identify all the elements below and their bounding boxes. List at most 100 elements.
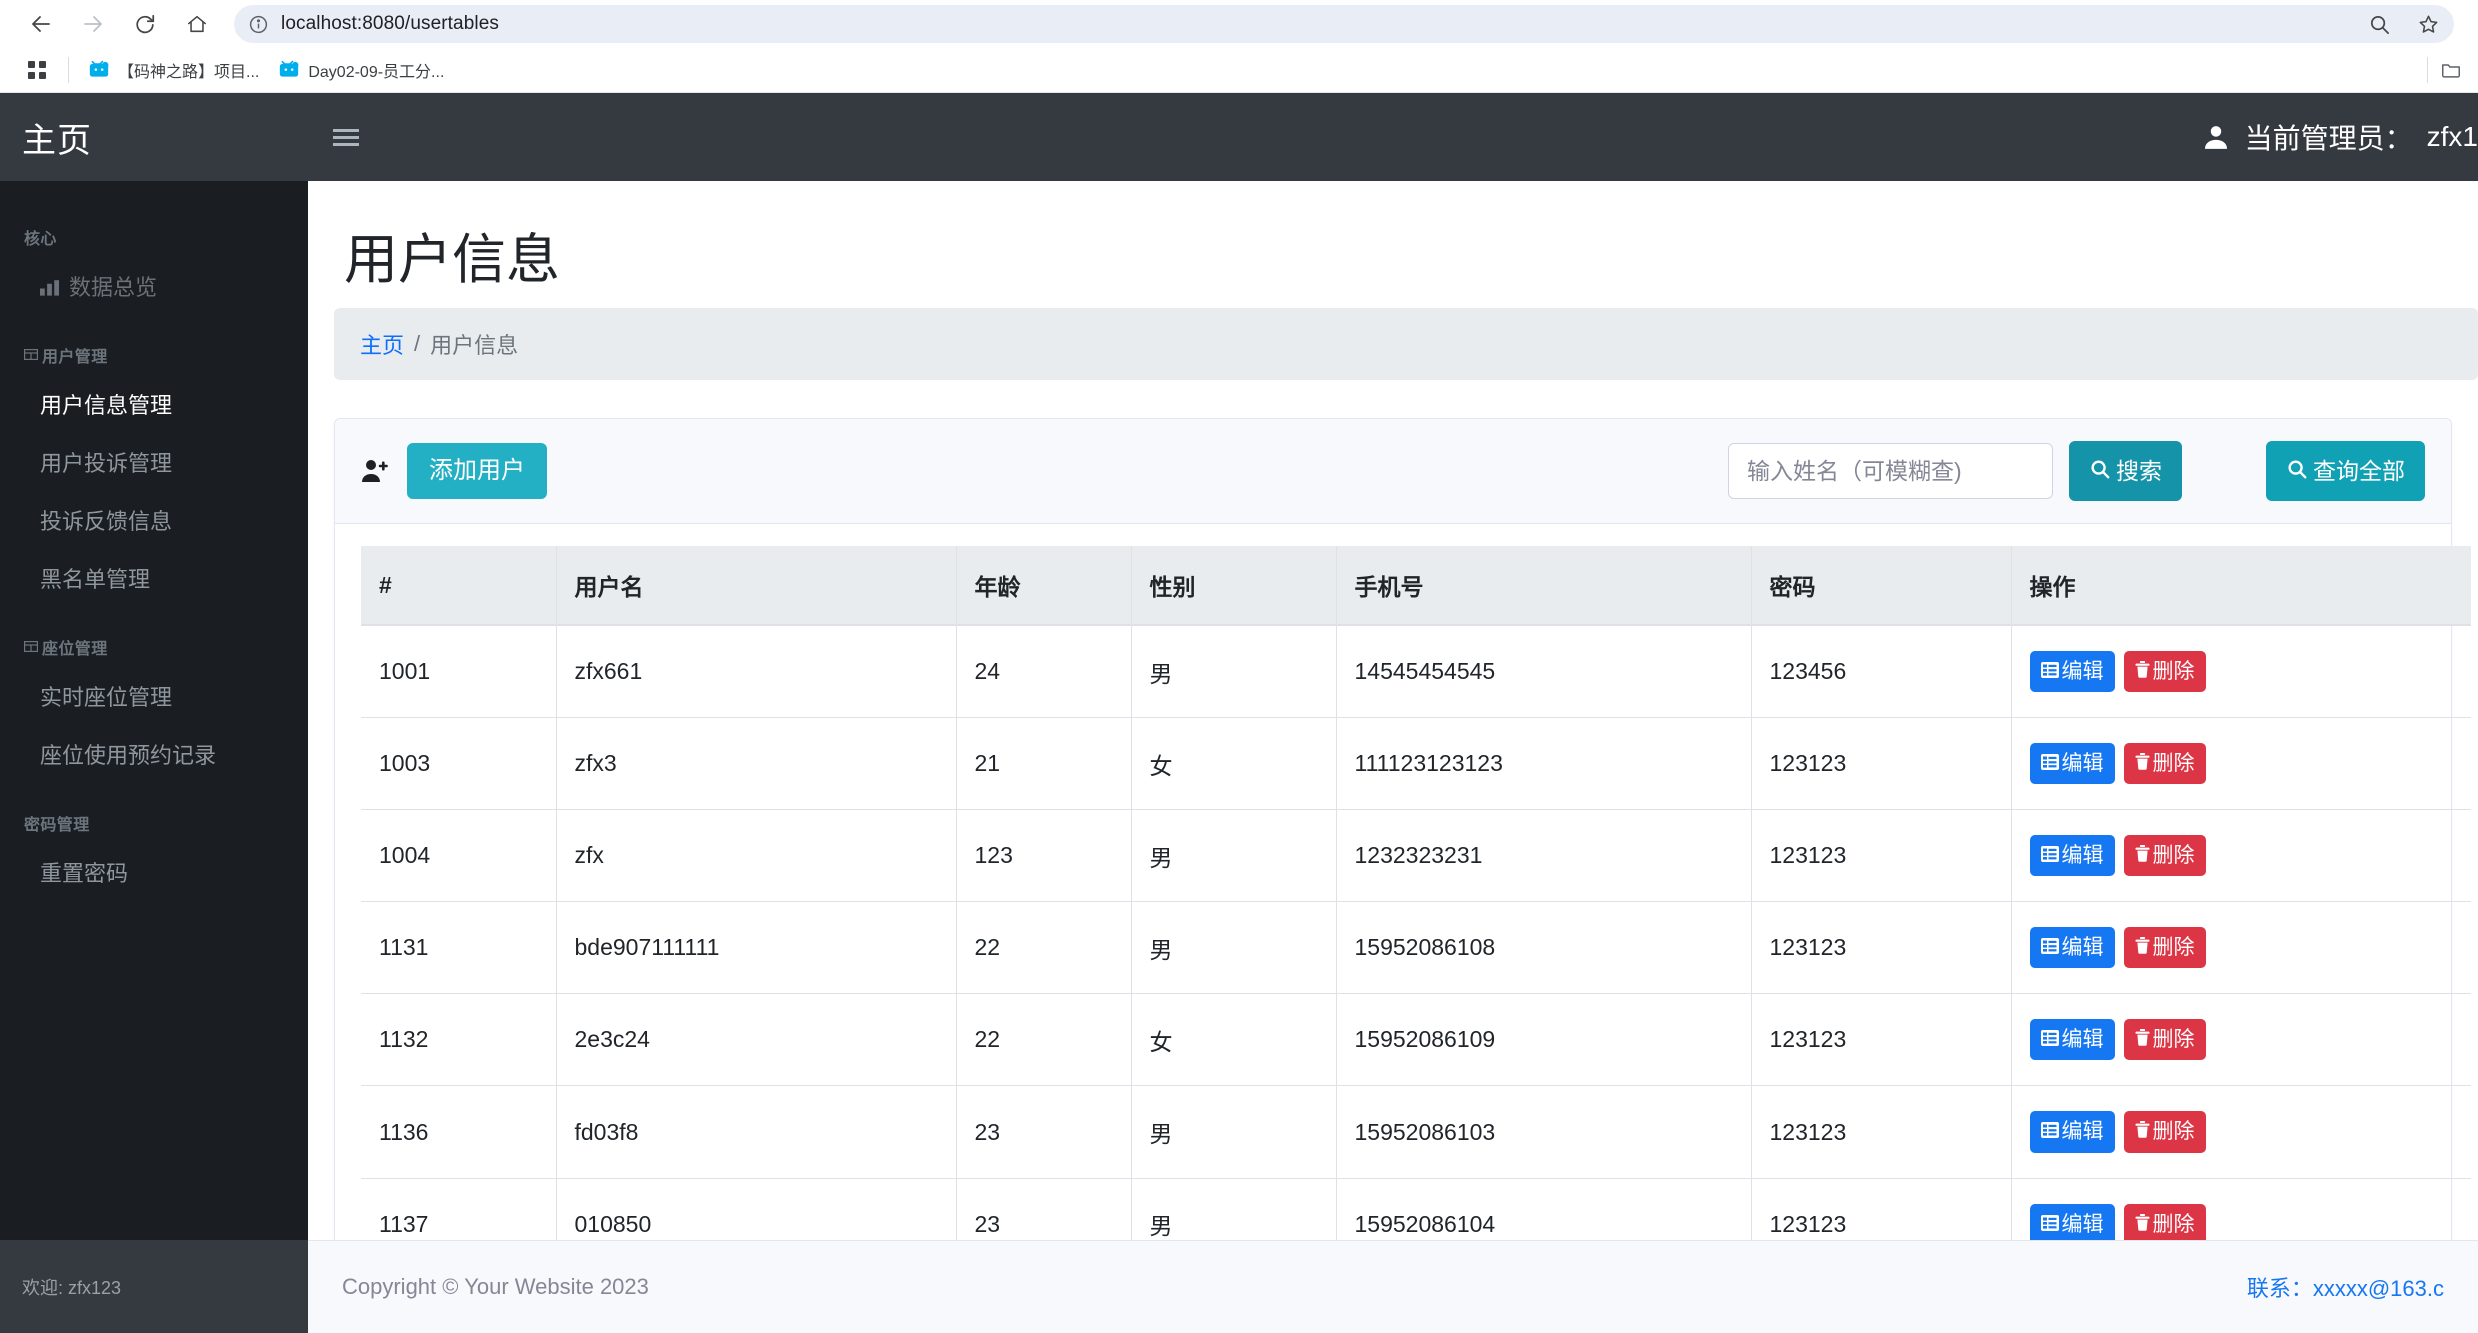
- cell-gender: 女: [1131, 993, 1337, 1087]
- cell-actions: 编辑 删除: [2011, 809, 2471, 903]
- sidebar-item-complaint-feedback[interactable]: 投诉反馈信息: [0, 493, 308, 551]
- sidebar-item-seat-reservation-records[interactable]: 座位使用预约记录: [0, 727, 308, 785]
- edit-button[interactable]: 编辑: [2029, 835, 2115, 877]
- delete-button[interactable]: 删除: [2123, 651, 2206, 693]
- sidebar-item-label: 座位使用预约记录: [40, 743, 217, 768]
- trash-icon: [2135, 1213, 2150, 1236]
- list-edit-icon: [2040, 1028, 2059, 1051]
- edit-button[interactable]: 编辑: [2029, 1203, 2115, 1240]
- bookmark-item-0[interactable]: 【码神之路】项目...: [79, 53, 269, 87]
- sidebar-item-blacklist-management[interactable]: 黑名单管理: [0, 551, 308, 609]
- delete-button[interactable]: 删除: [2123, 1019, 2206, 1061]
- col-header-phone: 手机号: [1336, 546, 1752, 626]
- col-header-password: 密码: [1751, 546, 2012, 626]
- forward-arrow-icon[interactable]: [70, 1, 116, 47]
- hamburger-menu-icon[interactable]: [308, 125, 384, 150]
- search-icon: [2286, 458, 2308, 484]
- table-row: 1136 fd03f8 23 男 15952086103 123123 编辑 删除: [361, 1085, 2471, 1179]
- breadcrumb-current: 用户信息: [430, 333, 519, 358]
- cell-gender: 男: [1131, 625, 1337, 719]
- cell-id: 1131: [361, 901, 557, 995]
- edit-button[interactable]: 编辑: [2029, 743, 2115, 785]
- trash-icon: [2135, 1028, 2150, 1051]
- cell-gender: 男: [1131, 1085, 1337, 1179]
- list-edit-icon: [2040, 752, 2059, 775]
- add-user-button[interactable]: 添加用户: [407, 443, 547, 499]
- delete-button[interactable]: 删除: [2123, 927, 2206, 969]
- bookmark-folder-icon[interactable]: [2440, 59, 2462, 81]
- cell-phone: 15952086104: [1336, 1178, 1752, 1240]
- sidebar-item-reset-password[interactable]: 重置密码: [0, 845, 308, 903]
- bookmark-item-1[interactable]: Day02-09-员工分...: [269, 53, 454, 87]
- reload-icon[interactable]: [122, 1, 168, 47]
- sidebar-item-label: 投诉反馈信息: [40, 509, 173, 534]
- col-header-age: 年龄: [956, 546, 1132, 626]
- current-admin-name: zfx1: [2426, 121, 2478, 152]
- delete-button[interactable]: 删除: [2123, 1203, 2206, 1240]
- table-header-row: # 用户名 年龄 性别 手机号 密码 操作: [361, 546, 2471, 626]
- apps-grid-icon[interactable]: [16, 60, 58, 80]
- edit-button[interactable]: 编辑: [2029, 1111, 2115, 1153]
- search-input[interactable]: [1728, 443, 2053, 499]
- search-all-button[interactable]: 查询全部: [2266, 441, 2425, 501]
- url-text: localhost:8080/usertables: [281, 13, 499, 34]
- search-icon: [2089, 458, 2111, 484]
- current-admin-label: 当前管理员：: [2244, 123, 2413, 154]
- delete-button[interactable]: 删除: [2123, 835, 2206, 877]
- cell-username: bde907111111: [556, 901, 957, 995]
- footer-contact-link[interactable]: 联系：xxxxx@163.c: [2246, 1276, 2444, 1301]
- list-edit-icon: [2040, 1120, 2059, 1143]
- main-column: 当前管理员： zfx1 用户信息 主页 / 用户信息 添加用户: [308, 93, 2478, 1333]
- edit-button[interactable]: 编辑: [2029, 927, 2115, 969]
- cell-age: 123: [956, 809, 1132, 903]
- edit-button[interactable]: 编辑: [2029, 1019, 2115, 1061]
- breadcrumb-home-link[interactable]: 主页: [360, 333, 405, 358]
- nav-heading-label: 核心: [24, 231, 57, 248]
- cell-username: fd03f8: [556, 1085, 957, 1179]
- bookmark-star-icon[interactable]: [2417, 13, 2440, 36]
- breadcrumb: 主页 / 用户信息: [334, 308, 2478, 380]
- bilibili-icon: [89, 60, 109, 77]
- table-row: 1003 zfx3 21 女 111123123123 123123 编辑 删除: [361, 717, 2471, 811]
- sidebar-brand-area[interactable]: 主页: [0, 93, 308, 181]
- sidebar-brand-label: 主页: [22, 121, 92, 160]
- edit-button[interactable]: 编辑: [2029, 651, 2115, 693]
- cell-id: 1001: [361, 625, 557, 719]
- cell-id: 1004: [361, 809, 557, 903]
- cell-age: 21: [956, 717, 1132, 811]
- delete-button-label: 删除: [2152, 1212, 2195, 1236]
- footer-copyright: Copyright © Your Website 2023: [342, 1274, 649, 1299]
- cell-actions: 编辑 删除: [2011, 1178, 2471, 1240]
- site-info-icon[interactable]: [248, 14, 269, 35]
- trash-icon: [2135, 844, 2150, 867]
- table-toolbar: 添加用户 搜索 查询全部: [335, 419, 2451, 524]
- cell-gender: 男: [1131, 809, 1337, 903]
- edit-button-label: 编辑: [2061, 660, 2104, 683]
- cell-actions: 编辑 删除: [2011, 717, 2471, 811]
- search-button[interactable]: 搜索: [2069, 441, 2182, 501]
- cell-phone: 111123123123: [1336, 717, 1752, 811]
- home-icon[interactable]: [174, 1, 220, 47]
- delete-button[interactable]: 删除: [2123, 1111, 2206, 1153]
- sidebar-item-realtime-seat-management[interactable]: 实时座位管理: [0, 669, 308, 727]
- delete-button[interactable]: 删除: [2123, 743, 2206, 785]
- breadcrumb-separator: /: [414, 331, 421, 356]
- nav-heading-label: 密码管理: [24, 817, 90, 834]
- list-edit-icon: [2040, 844, 2059, 867]
- back-arrow-icon[interactable]: [18, 1, 64, 47]
- sidebar-item-user-complaint-management[interactable]: 用户投诉管理: [0, 435, 308, 493]
- cell-actions: 编辑 删除: [2011, 1085, 2471, 1179]
- table-icon: [24, 639, 39, 656]
- zoom-icon[interactable]: [2368, 13, 2391, 36]
- table-body-area: # 用户名 年龄 性别 手机号 密码 操作 1001 zfx661 24 男 14545…: [335, 524, 2471, 1240]
- current-admin-area[interactable]: 当前管理员： zfx1: [2201, 93, 2478, 181]
- browser-chrome: localhost:8080/usertables 【码神之路】项目... Da…: [0, 0, 2478, 93]
- address-bar[interactable]: localhost:8080/usertables: [234, 5, 2454, 43]
- sidebar-item-user-info-management[interactable]: 用户信息管理: [0, 377, 308, 435]
- bookmarks-bar: 【码神之路】项目... Day02-09-员工分...: [0, 48, 2478, 93]
- cell-username: zfx3: [556, 717, 957, 811]
- delete-button-label: 删除: [2152, 1120, 2195, 1144]
- user-table: # 用户名 年龄 性别 手机号 密码 操作 1001 zfx661 24 男 14545…: [361, 546, 2471, 1240]
- sidebar-item-data-overview[interactable]: 数据总览: [0, 259, 308, 317]
- cell-username: zfx661: [556, 625, 957, 719]
